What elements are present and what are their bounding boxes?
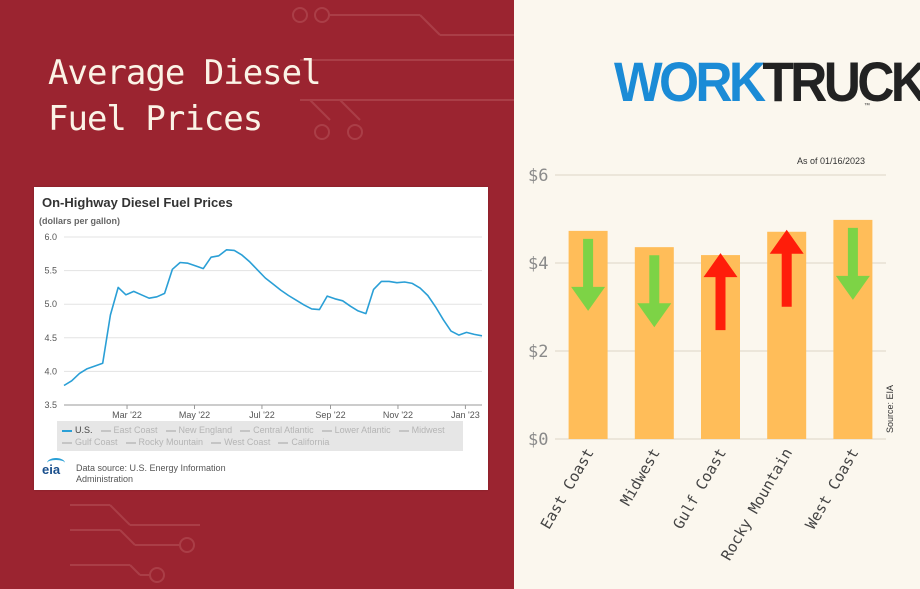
legend-label: Central Atlantic [253, 425, 314, 435]
legend-swatch [321, 429, 332, 432]
legend-swatch [278, 441, 289, 444]
legend-item[interactable]: Gulf Coast [62, 437, 118, 447]
legend-label: Midwest [411, 425, 445, 435]
legend-item[interactable]: Midwest [398, 425, 445, 435]
legend-label: Rocky Mountain [138, 437, 204, 447]
legend-label: East Coast [113, 425, 158, 435]
legend-item[interactable]: West Coast [211, 437, 270, 447]
left-panel: Average Diesel Fuel Prices 3.5 4.0 4.5 5.0 5… [0, 0, 514, 589]
circuit-decoration [70, 7, 514, 583]
legend-swatch [125, 441, 136, 444]
eia-x-tick-label: Nov '22 [383, 410, 413, 420]
bar-category-label: Midwest [617, 445, 664, 509]
legend-item[interactable]: California [278, 437, 329, 447]
legend-label: California [291, 437, 330, 447]
legend-item[interactable]: New England [165, 425, 233, 435]
worktruck-logo: WORKTRUCK [614, 52, 920, 112]
eia-chart-title: On-Highway Diesel Fuel Prices [42, 195, 233, 210]
legend-label: New England [178, 425, 233, 435]
eia-y-tick-label: 4.0 [44, 366, 57, 376]
source-label: Source: EIA [885, 385, 895, 433]
bar-y-tick-label: $4 [528, 254, 548, 274]
legend-swatch [62, 429, 72, 432]
eia-chart-units: (dollars per gallon) [39, 216, 121, 226]
legend-swatch [62, 441, 72, 444]
eia-legend: U.S. East Coast New England Central Atlanti… [57, 421, 463, 451]
eia-x-tick-label: Jan '23 [451, 410, 480, 420]
legend-item[interactable]: Lower Atlantic [321, 425, 391, 435]
legend-swatch [398, 429, 409, 432]
eia-legend-row-1: U.S. East Coast New England Central Atlanti… [62, 425, 453, 435]
logo-work: WORK [614, 50, 766, 113]
bar-y-tick-label: $6 [528, 166, 548, 186]
eia-series-line [63, 248, 483, 387]
eia-line-chart: 3.5 4.0 4.5 5.0 5.5 6.0 Mar '22 May '22 Jul '22 S… [44, 232, 483, 420]
legend-label: West Coast [224, 437, 271, 447]
eia-y-tick-label: 5.5 [44, 266, 57, 276]
trend-up-arrow-icon [769, 229, 804, 307]
headline: Average Diesel Fuel Prices [48, 50, 322, 142]
trend-down-arrow-icon [835, 227, 870, 300]
bar-y-tick-label: $2 [528, 342, 548, 362]
eia-data-source: Data source: U.S. Energy Information Adm… [76, 463, 256, 485]
eia-x-tick-label: Sep '22 [315, 410, 345, 420]
headline-line-1: Average Diesel [48, 53, 322, 93]
eia-source-line-2: Administration [76, 474, 134, 484]
eia-logo: eia [42, 458, 66, 482]
bar-category-label: West Coast [802, 445, 863, 532]
legend-label: U.S. [75, 425, 93, 435]
legend-swatch [211, 441, 222, 444]
eia-y-tick-label: 4.5 [44, 333, 57, 343]
logo-trademark: ™ [864, 103, 870, 109]
legend-label: Lower Atlantic [334, 425, 391, 435]
legend-item[interactable]: East Coast [100, 425, 158, 435]
legend-item[interactable]: Central Atlantic [240, 425, 314, 435]
eia-y-tick-label: 3.5 [44, 400, 57, 410]
trend-up-arrow-icon [703, 253, 738, 331]
eia-chart-card: 3.5 4.0 4.5 5.0 5.5 6.0 Mar '22 May '22 Jul '22 S… [34, 187, 488, 490]
legend-swatch [165, 429, 176, 432]
headline-line-2: Fuel Prices [48, 99, 263, 139]
eia-x-tick-label: Mar '22 [112, 410, 142, 420]
legend-item[interactable]: U.S. [62, 425, 93, 435]
logo-truck: TRUCK [762, 50, 920, 113]
eia-logo-arc [47, 458, 65, 468]
eia-legend-row-2: Gulf Coast Rocky Mountain West Coast Califo… [62, 437, 337, 447]
as-of-date: As of 01/16/2023 [797, 156, 866, 166]
legend-item[interactable]: Rocky Mountain [125, 437, 204, 447]
bar-category-label: Rocky Mountain [717, 445, 796, 563]
bar-y-tick-label: $0 [528, 430, 548, 450]
eia-y-tick-label: 6.0 [44, 232, 57, 242]
trend-down-arrow-icon [571, 238, 606, 311]
bar-category-label: Gulf Coast [669, 445, 730, 532]
eia-y-tick-label: 5.0 [44, 299, 57, 309]
legend-swatch [240, 429, 251, 432]
bar-category-label: East Coast [537, 445, 598, 532]
trend-down-arrow-icon [637, 255, 672, 328]
legend-swatch [100, 429, 111, 432]
eia-x-tick-label: May '22 [179, 410, 210, 420]
legend-label: Gulf Coast [75, 437, 118, 447]
eia-source-line-1: Data source: U.S. Energy Information [76, 463, 226, 473]
eia-x-tick-label: Jul '22 [249, 410, 275, 420]
